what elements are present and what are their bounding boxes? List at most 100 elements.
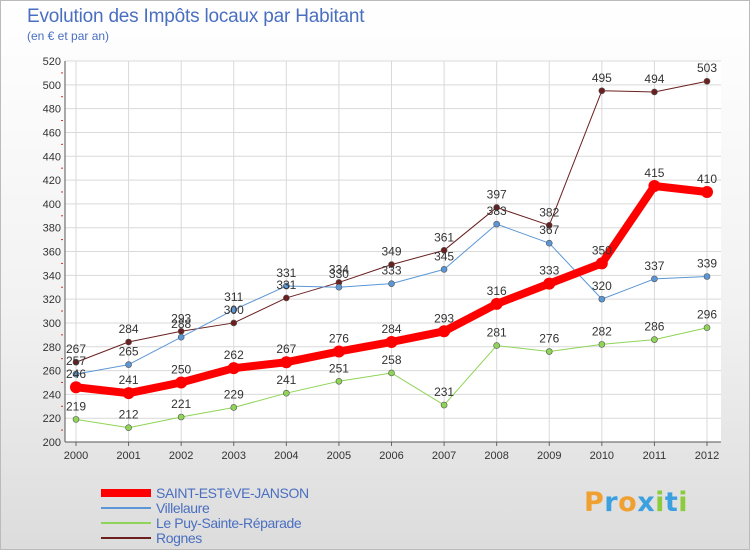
y-tick-label: 480 — [43, 104, 61, 116]
data-label-le-puy-sainte-reparade: 212 — [119, 408, 139, 422]
data-point-villelaure — [335, 283, 343, 291]
data-point-rognes — [283, 294, 290, 302]
data-point-saint-esteve-janson — [490, 297, 503, 310]
data-point-saint-esteve-janson — [227, 362, 240, 375]
data-label-le-puy-sainte-reparade: 258 — [381, 353, 401, 367]
legend-swatch-le-puy-sainte-reparade — [101, 521, 151, 524]
data-point-villelaure — [283, 282, 290, 290]
x-tick-label: 2008 — [484, 450, 508, 462]
logo-letter: i — [655, 487, 665, 518]
data-label-saint-esteve-janson: 262 — [224, 348, 244, 362]
x-tick-label: 2001 — [116, 450, 140, 462]
data-label-le-puy-sainte-reparade: 251 — [329, 361, 349, 375]
data-label-le-puy-sainte-reparade: 276 — [539, 332, 559, 346]
data-point-saint-esteve-janson — [438, 325, 451, 338]
data-point-villelaure — [703, 273, 711, 280]
legend-swatch-saint-esteve-janson — [101, 488, 151, 497]
data-point-le-puy-sainte-reparade — [177, 413, 185, 421]
data-point-villelaure — [545, 239, 553, 247]
y-tick-label: 500 — [43, 80, 61, 92]
data-point-rognes — [598, 87, 606, 95]
logo-letter: P — [584, 487, 605, 518]
data-point-le-puy-sainte-reparade — [335, 377, 343, 385]
data-label-rognes: 397 — [487, 187, 507, 201]
x-tick-label: 2006 — [379, 450, 403, 462]
data-label-villelaure: 288 — [171, 317, 191, 331]
data-label-le-puy-sainte-reparade: 281 — [487, 326, 507, 340]
data-point-rognes — [125, 338, 132, 346]
data-label-rognes: 284 — [119, 322, 139, 336]
data-label-rognes: 300 — [224, 303, 244, 317]
y-tick-label: 380 — [43, 223, 61, 235]
logo-letter: i — [678, 487, 689, 518]
data-label-rognes: 349 — [381, 245, 401, 259]
data-label-villelaure: 320 — [592, 279, 612, 293]
y-tick-label: 420 — [43, 175, 61, 187]
data-label-villelaure: 257 — [66, 354, 86, 368]
data-point-rognes — [440, 247, 448, 254]
data-point-le-puy-sainte-reparade — [388, 369, 395, 377]
data-point-villelaure — [72, 370, 80, 378]
data-point-rognes — [388, 261, 395, 268]
data-point-villelaure — [598, 295, 606, 303]
data-point-villelaure — [230, 306, 238, 314]
data-label-saint-esteve-janson: 350 — [592, 243, 612, 257]
data-point-le-puy-sainte-reparade — [125, 424, 132, 432]
data-label-rognes: 331 — [276, 278, 296, 292]
data-point-rognes — [230, 319, 238, 327]
x-tick-label: 2003 — [222, 450, 246, 462]
chart-subtitle: (en € et par an) — [27, 29, 110, 43]
data-label-rognes: 382 — [539, 205, 559, 219]
data-point-villelaure — [388, 280, 395, 287]
logo-letter: t — [664, 487, 679, 518]
data-label-rognes: 334 — [329, 262, 349, 276]
data-label-saint-esteve-janson: 284 — [381, 322, 401, 336]
chart-title: Evolution des Impôts locaux par Habitant — [27, 6, 365, 27]
data-label-le-puy-sainte-reparade: 282 — [592, 324, 612, 338]
data-label-villelaure: 339 — [697, 257, 717, 271]
x-tick-label: 2010 — [590, 450, 614, 462]
data-label-villelaure: 311 — [224, 290, 243, 304]
data-label-villelaure: 383 — [487, 204, 507, 218]
y-tick-label: 280 — [43, 342, 61, 354]
legend-item-saint-esteve-janson: SAINT-ESTèVE-JANSON — [101, 485, 309, 501]
y-tick-label: 320 — [43, 294, 61, 306]
data-point-le-puy-sainte-reparade — [72, 416, 80, 423]
data-point-rognes — [703, 77, 711, 85]
data-point-le-puy-sainte-reparade — [283, 389, 290, 397]
data-point-villelaure — [125, 361, 132, 368]
data-label-saint-esteve-janson: 316 — [487, 284, 507, 298]
y-tick-label: 520 — [43, 56, 61, 68]
x-tick-label: 2002 — [169, 450, 193, 462]
data-point-villelaure — [440, 266, 448, 273]
legend: SAINT-ESTèVE-JANSON Villelaure Le Puy-Sa… — [101, 485, 309, 546]
data-point-saint-esteve-janson — [385, 335, 398, 348]
data-point-le-puy-sainte-reparade — [493, 342, 500, 349]
data-label-saint-esteve-janson: 415 — [644, 166, 664, 180]
x-tick-label: 2004 — [274, 450, 298, 462]
x-tick-label: 2009 — [537, 450, 561, 462]
data-point-saint-esteve-janson — [701, 185, 713, 198]
data-label-saint-esteve-janson: 246 — [66, 367, 86, 381]
legend-label: Le Puy-Sainte-Réparade — [156, 514, 302, 531]
data-label-saint-esteve-janson: 293 — [434, 311, 454, 325]
data-label-saint-esteve-janson: 333 — [539, 264, 559, 278]
data-point-le-puy-sainte-reparade — [598, 341, 606, 348]
legend-label: Rognes — [156, 529, 202, 546]
x-tick-label: 2011 — [643, 450, 667, 462]
legend-item-villelaure: Villelaure — [101, 500, 309, 516]
data-label-saint-esteve-janson: 276 — [329, 332, 349, 346]
data-point-saint-esteve-janson — [70, 381, 82, 394]
data-point-villelaure — [177, 333, 185, 341]
data-point-le-puy-sainte-reparade — [651, 336, 658, 343]
y-tick-label: 260 — [43, 366, 61, 378]
y-tick-label: 300 — [43, 318, 61, 330]
y-tick-label: 360 — [43, 247, 61, 259]
data-point-saint-esteve-janson — [595, 257, 608, 270]
data-point-le-puy-sainte-reparade — [703, 324, 711, 332]
data-label-rognes: 495 — [592, 71, 612, 85]
y-tick-label: 220 — [43, 413, 61, 425]
data-label-villelaure: 331 — [276, 266, 296, 280]
